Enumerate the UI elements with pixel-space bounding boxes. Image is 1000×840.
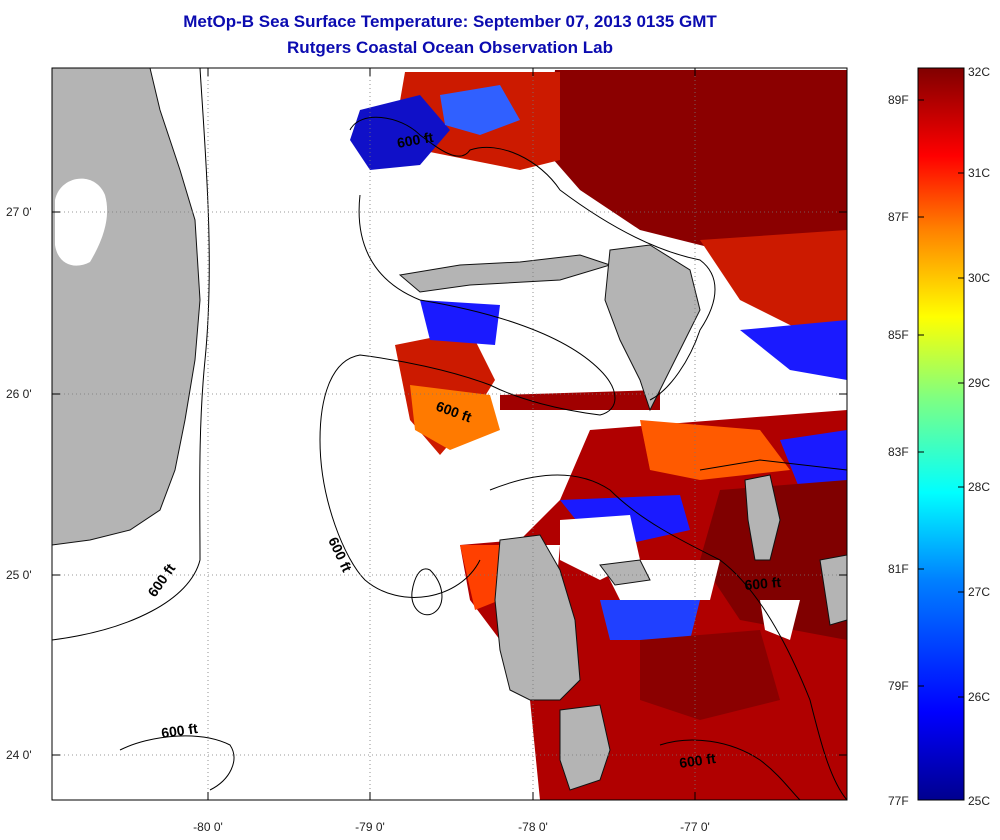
small-cay	[599, 559, 651, 586]
colorbar-celsius-label: 29C	[968, 376, 991, 390]
grand-bahama-island	[398, 254, 612, 293]
contour-label: 600 ft	[160, 720, 199, 741]
colorbar-celsius-label: 26C	[968, 690, 991, 704]
contour-label: 600 ft	[325, 535, 355, 575]
x-tick-label: -79 0'	[355, 820, 385, 834]
colorbar-fahrenheit-label: 89F	[888, 93, 909, 107]
contour-label: 600 ft	[678, 750, 717, 771]
eleuthera-island	[744, 474, 781, 561]
colorbar-fahrenheit-label: 85F	[888, 328, 909, 342]
map-title: MetOp-B Sea Surface Temperature: Septemb…	[183, 12, 717, 31]
colorbar-ticks	[918, 99, 964, 698]
x-tick-label: -80 0'	[193, 820, 223, 834]
y-tick-label: 27 0'	[6, 205, 32, 219]
map-frame	[51, 67, 848, 801]
florida-peninsula	[52, 68, 201, 546]
contour-label: 600 ft	[396, 129, 435, 151]
colorbar-celsius-label: 32C	[968, 65, 991, 79]
y-tick-label: 25 0'	[6, 568, 32, 582]
abaco-island	[604, 244, 701, 412]
contour-label: 600 ft	[144, 560, 178, 599]
andros-island	[494, 534, 581, 701]
colorbar-fahrenheit-label: 83F	[888, 445, 909, 459]
colorbar-celsius-label: 30C	[968, 271, 991, 285]
colorbar-celsius-label: 28C	[968, 480, 991, 494]
y-tick-label: 26 0'	[6, 387, 32, 401]
frame-ticks	[52, 68, 847, 800]
map-layers	[52, 68, 847, 800]
map-subtitle: Rutgers Coastal Ocean Observation Lab	[287, 38, 613, 57]
y-tick-label: 24 0'	[6, 748, 32, 762]
colorbar-celsius-label: 25C	[968, 794, 991, 808]
graticule	[52, 68, 847, 800]
colorbar-fahrenheit-label: 81F	[888, 562, 909, 576]
contour-label: 600 ft	[744, 574, 782, 593]
x-tick-label: -78 0'	[518, 820, 548, 834]
colorbar-fahrenheit-label: 87F	[888, 210, 909, 224]
contour-layer	[52, 68, 847, 800]
cat-island	[819, 554, 847, 626]
lake-okeechobee	[55, 178, 108, 266]
colorbar-celsius-label: 27C	[968, 585, 991, 599]
andros-south	[559, 704, 611, 791]
colorbar-celsius-label: 31C	[968, 166, 991, 180]
x-tick-label: -77 0'	[680, 820, 710, 834]
colorbar	[917, 67, 965, 801]
sst-data-layer	[350, 70, 847, 800]
colorbar-fahrenheit-label: 79F	[888, 679, 909, 693]
colorbar-fahrenheit-label: 77F	[888, 794, 909, 808]
